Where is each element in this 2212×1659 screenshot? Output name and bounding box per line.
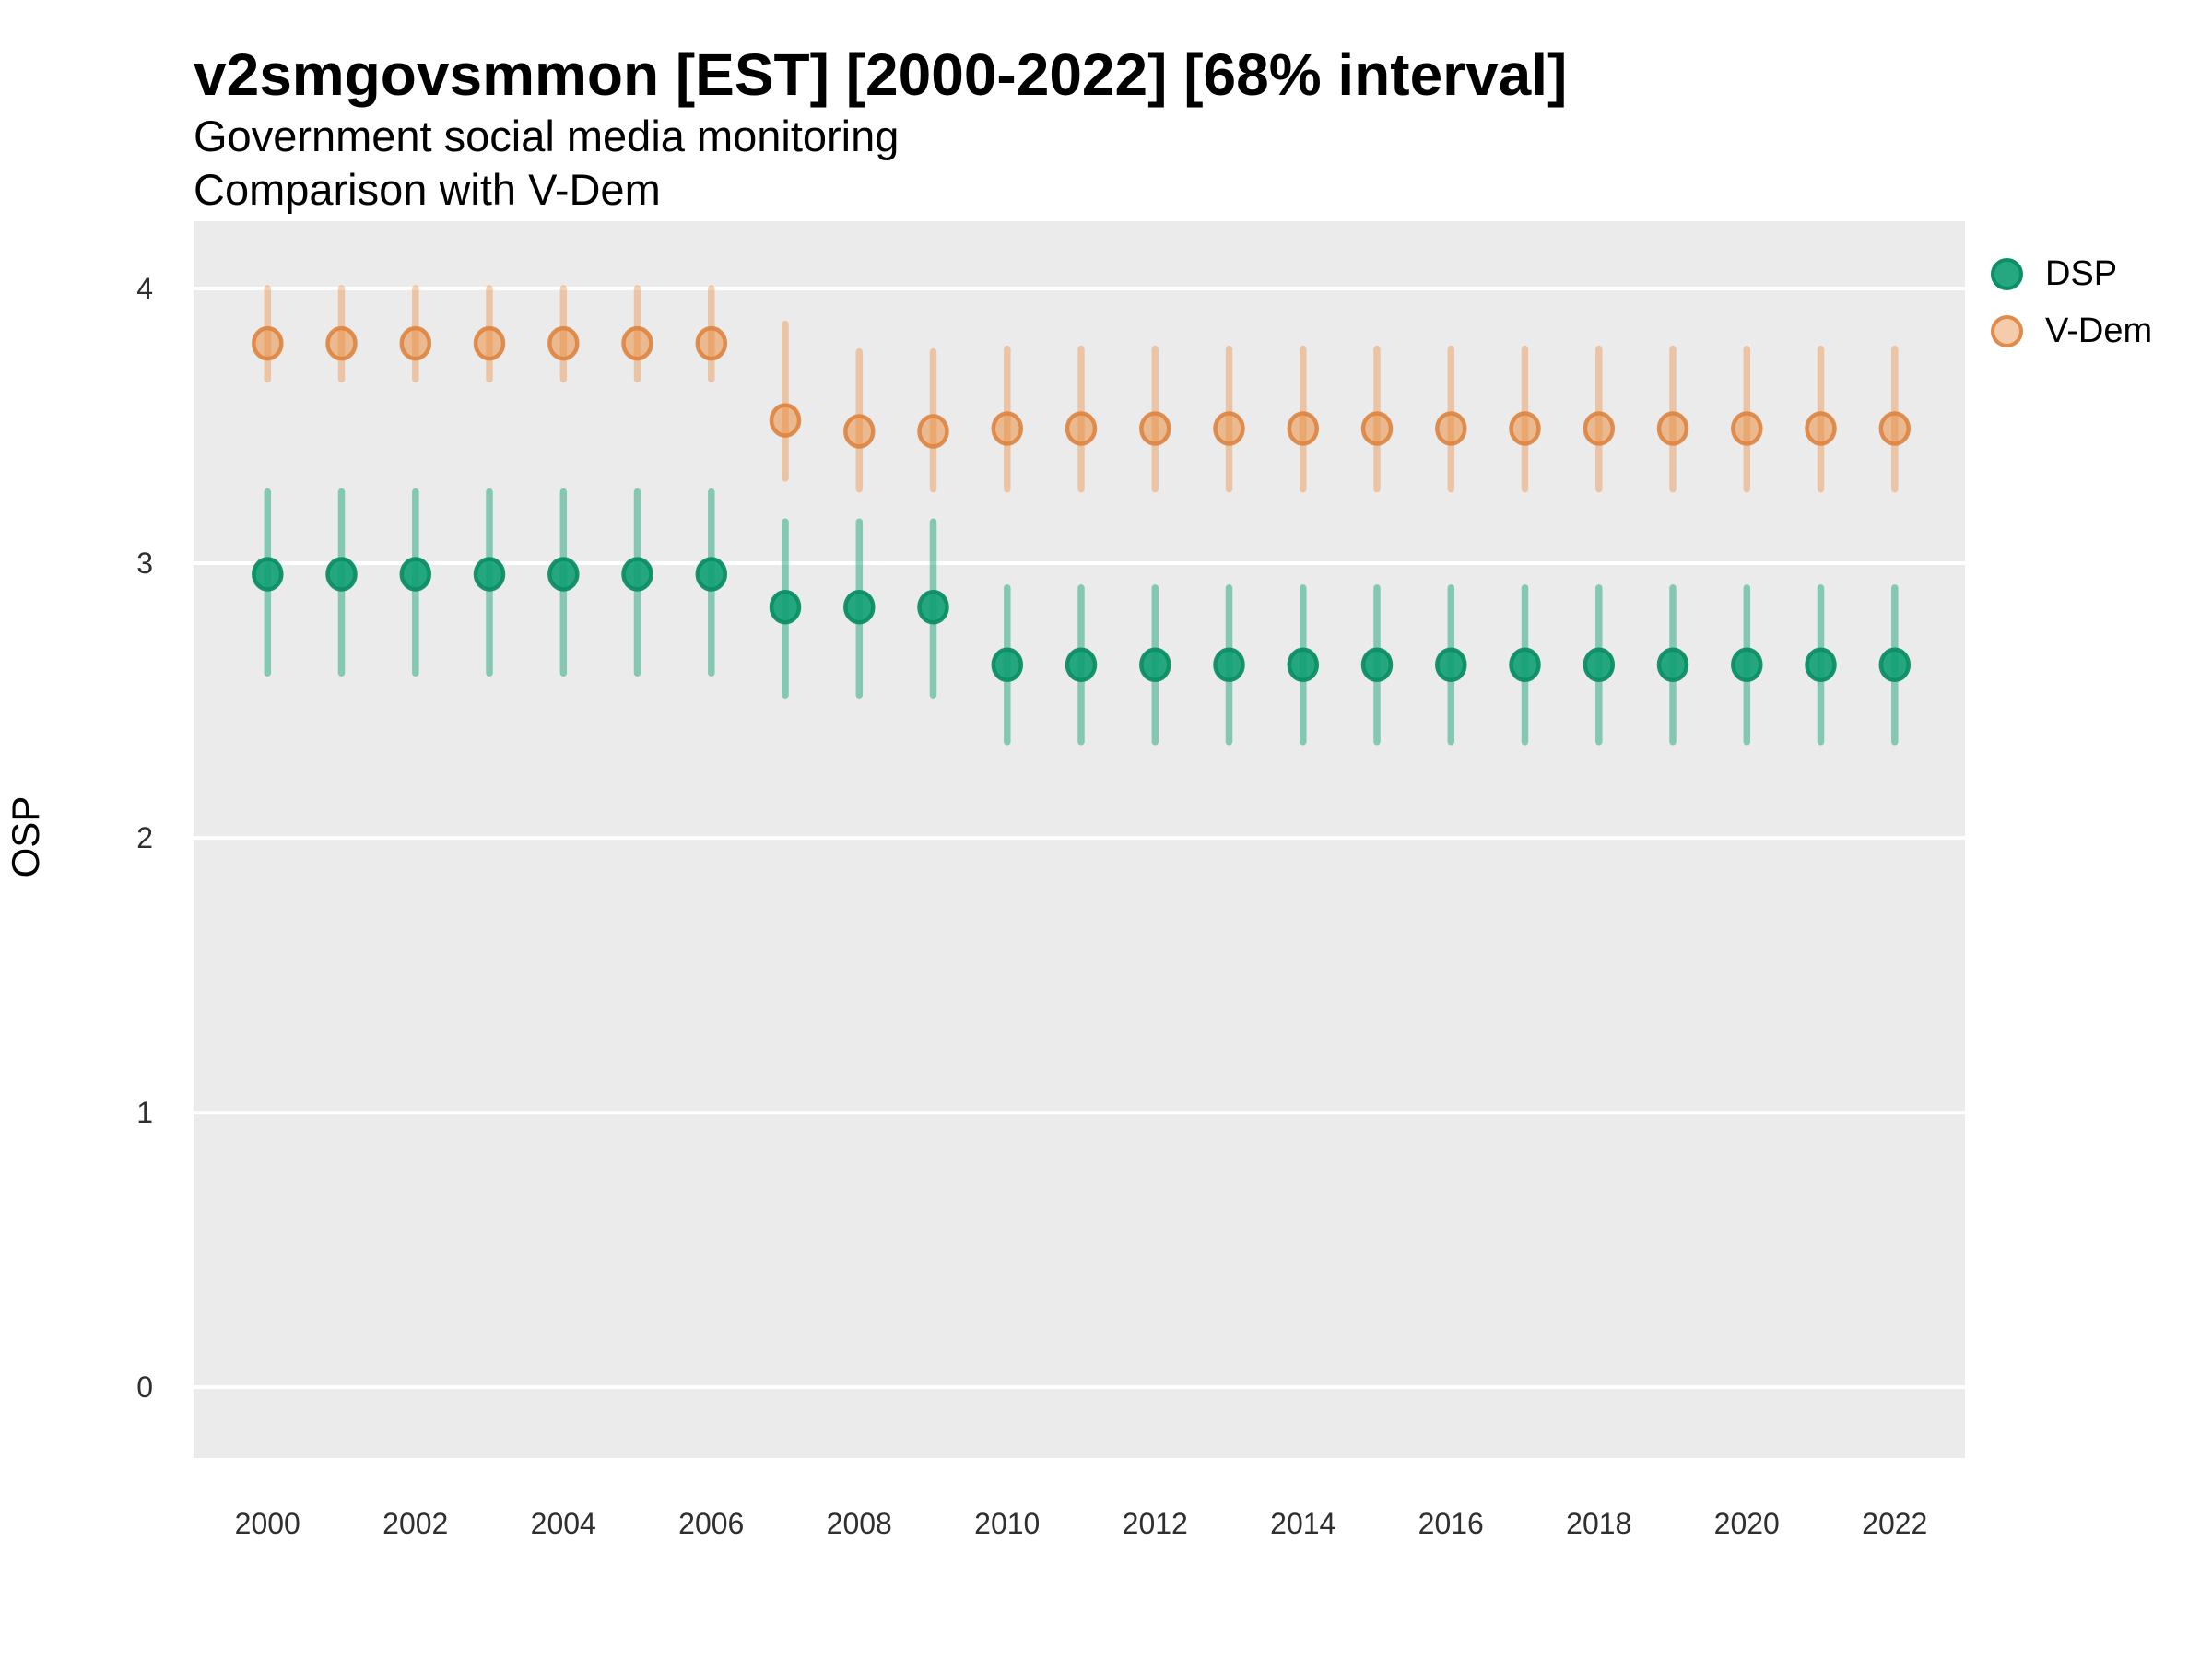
- x-tick-label-2020: 2020: [1713, 1507, 1780, 1540]
- dsp-point-2013: [1213, 647, 1245, 683]
- vdem-point-2006: [695, 325, 728, 361]
- dsp-series: [252, 488, 1912, 746]
- plot-canvas: [194, 285, 1965, 1390]
- dsp-point-2014: [1287, 647, 1320, 683]
- y-tick-label-0: 0: [136, 1371, 153, 1405]
- dsp-point-2016: [1435, 647, 1467, 683]
- vdem-point-2005: [621, 325, 653, 361]
- vdem-point-2019: [1656, 411, 1689, 446]
- vdem-point-2010: [991, 411, 1024, 446]
- plot-panel: [194, 221, 1965, 1458]
- chart-title: v2smgovsmmon [EST] [2000-2022] [68% inte…: [194, 41, 1568, 108]
- x-tick-label-2014: 2014: [1270, 1507, 1336, 1540]
- vdem-point-2003: [473, 325, 506, 361]
- vdem-point-2020: [1731, 411, 1763, 446]
- dsp-point-2012: [1139, 647, 1171, 683]
- dsp-point-2008: [843, 589, 876, 625]
- dsp-point-2006: [695, 557, 728, 592]
- dsp-point-2017: [1509, 647, 1541, 683]
- vdem-point-2008: [843, 414, 876, 449]
- x-tick-label-2012: 2012: [1122, 1507, 1188, 1540]
- dsp-point-2004: [547, 557, 580, 592]
- vdem-point-2016: [1435, 411, 1467, 446]
- vdem-point-2018: [1583, 411, 1616, 446]
- dsp-legend-dot-icon: [1991, 257, 2023, 290]
- legend-label-vdem: V-Dem: [2045, 311, 2153, 350]
- legend-item-vdem: V-Dem: [1991, 302, 2152, 359]
- dsp-point-2002: [399, 557, 432, 592]
- dsp-point-2022: [1878, 647, 1912, 683]
- y-tick-label-4: 4: [136, 272, 153, 306]
- x-tick-label-2000: 2000: [234, 1507, 300, 1540]
- x-tick-label-2008: 2008: [826, 1507, 892, 1540]
- dsp-point-2005: [621, 557, 653, 592]
- chart-subtitle-line2: Comparison with V-Dem: [194, 165, 661, 214]
- vdem-point-2001: [325, 325, 358, 361]
- dsp-point-2000: [252, 557, 284, 592]
- y-tick-label-3: 3: [136, 547, 153, 581]
- y-axis-title: OSP: [4, 795, 47, 878]
- x-tick-label-2016: 2016: [1418, 1507, 1484, 1540]
- dsp-point-2003: [473, 557, 506, 592]
- y-tick-label-1: 1: [136, 1096, 153, 1130]
- vdem-point-2002: [399, 325, 432, 361]
- dsp-point-2018: [1583, 647, 1616, 683]
- vdem-point-2009: [917, 414, 949, 449]
- dsp-point-2021: [1805, 647, 1837, 683]
- vdem-point-2022: [1878, 411, 1912, 446]
- x-tick-label-2002: 2002: [382, 1507, 449, 1540]
- dsp-point-2019: [1656, 647, 1689, 683]
- vdem-point-2011: [1065, 411, 1098, 446]
- vdem-point-2007: [769, 403, 802, 438]
- vdem-point-2015: [1360, 411, 1394, 446]
- vdem-point-2017: [1509, 411, 1541, 446]
- vdem-point-2012: [1139, 411, 1171, 446]
- vdem-point-2004: [547, 325, 580, 361]
- x-tick-label-2022: 2022: [1862, 1507, 1928, 1540]
- x-tick-label-2010: 2010: [974, 1507, 1041, 1540]
- dsp-point-2001: [325, 557, 358, 592]
- dsp-point-2010: [991, 647, 1024, 683]
- legend-label-dsp: DSP: [2045, 253, 2118, 293]
- y-tick-label-2: 2: [136, 821, 153, 855]
- vdem-point-2021: [1805, 411, 1837, 446]
- legend-item-dsp: DSP: [1991, 245, 2152, 302]
- dsp-point-2015: [1360, 647, 1394, 683]
- vdem-legend-dot-icon: [1991, 314, 2023, 347]
- vdem-point-2014: [1287, 411, 1320, 446]
- vdem-point-2000: [252, 325, 284, 361]
- chart-subtitle-line1: Government social media monitoring: [194, 112, 900, 160]
- vdem-point-2013: [1213, 411, 1245, 446]
- x-tick-label-2006: 2006: [678, 1507, 745, 1540]
- dsp-point-2009: [917, 589, 949, 625]
- dsp-point-2011: [1065, 647, 1098, 683]
- x-tick-label-2004: 2004: [530, 1507, 596, 1540]
- x-tick-label-2018: 2018: [1566, 1507, 1632, 1540]
- dsp-point-2007: [769, 589, 802, 625]
- vdem-series: [252, 285, 1912, 493]
- dsp-point-2020: [1731, 647, 1763, 683]
- legend: DSP V-Dem: [1991, 245, 2152, 359]
